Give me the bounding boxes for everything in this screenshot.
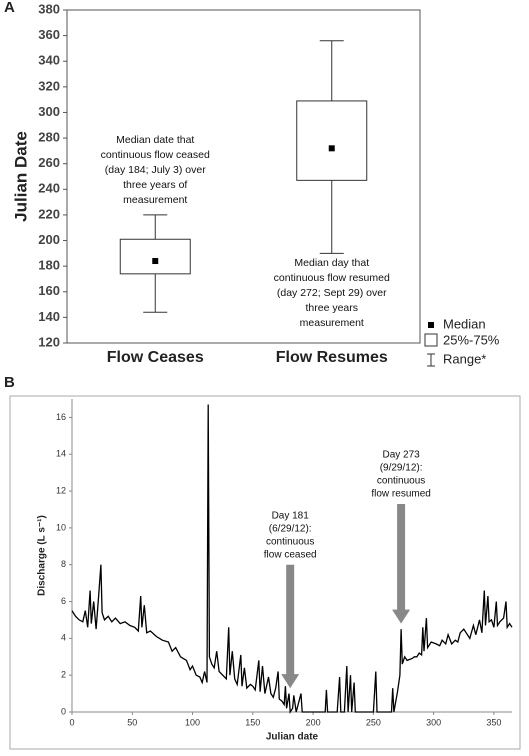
y-tick-label: 200: [38, 232, 60, 247]
annotation: measurement: [123, 194, 187, 206]
annotation: three years of: [123, 179, 187, 191]
x-tick-label: 150: [245, 717, 260, 727]
y-tick-label: 300: [38, 104, 60, 119]
legend-label: Range*: [443, 351, 486, 366]
y-axis-label: Discharge (L s⁻¹): [37, 515, 48, 596]
y-tick-label: 320: [38, 78, 60, 93]
y-tick-label: 240: [38, 181, 60, 196]
x-tick-label: 200: [306, 717, 321, 727]
y-tick-label: 14: [56, 449, 66, 459]
annotation: flow resumed: [371, 489, 430, 500]
annotation: Day 181: [272, 510, 310, 521]
annotation: (9/29/12):: [380, 463, 423, 474]
legend-label: 25%-75%: [443, 332, 500, 347]
legend-label: Median: [443, 316, 486, 331]
annotation: Median date that: [116, 134, 194, 146]
y-tick-label: 140: [38, 309, 60, 324]
annotation: Median day that: [294, 257, 369, 269]
annotation: (6/29/12):: [269, 523, 312, 534]
annotation: Day 273: [382, 450, 420, 461]
annotation: three years: [305, 302, 358, 314]
box: [119, 238, 191, 275]
annotation: continuous flow resumed: [274, 272, 390, 284]
y-axis-label: Julian Date: [11, 131, 30, 222]
x-tick-label: 300: [426, 717, 441, 727]
annotation: (day 272; Sept 29) over: [277, 287, 387, 299]
y-tick-label: 260: [38, 155, 60, 170]
y-tick-label: 380: [38, 1, 60, 16]
panel-label: B: [4, 374, 15, 391]
y-tick-label: 0: [61, 706, 66, 716]
y-tick-label: 8: [61, 559, 66, 569]
y-tick-label: 10: [56, 522, 66, 532]
y-tick-label: 220: [38, 206, 60, 221]
x-tick-label: Flow Ceases: [107, 349, 204, 366]
x-tick-label: 0: [69, 717, 74, 727]
annotation: (day 184; July 3) over: [105, 164, 206, 176]
y-tick-label: 6: [61, 596, 66, 606]
median: [152, 258, 159, 265]
plot-frame: [66, 9, 421, 344]
legend-median-key: [428, 322, 434, 328]
x-tick-label: 100: [185, 717, 200, 727]
legend-range-key: [427, 353, 435, 367]
panel-label: A: [4, 0, 15, 16]
x-tick-label: 50: [127, 717, 137, 727]
panel-b-frame: [9, 395, 521, 750]
y-tick-label: 180: [38, 258, 60, 273]
arrow: [392, 503, 411, 624]
annotation: continuous: [266, 536, 314, 547]
y-tick-label: 120: [38, 334, 60, 349]
y-tick-label: 12: [56, 485, 66, 495]
y-tick-label: 360: [38, 27, 60, 42]
x-tick-label: Flow Resumes: [276, 349, 388, 366]
y-tick-label: 4: [61, 633, 66, 643]
annotation: continuous: [377, 476, 425, 487]
y-tick-label: 160: [38, 283, 60, 298]
y-tick-label: 2: [61, 670, 66, 680]
box: [296, 100, 368, 181]
annotation: flow ceased: [264, 549, 317, 560]
x-tick-label: 250: [366, 717, 381, 727]
x-tick-label: 350: [486, 717, 501, 727]
y-tick-label: 280: [38, 130, 60, 145]
legend-box-key: [424, 333, 438, 347]
y-tick-label: 16: [56, 412, 66, 422]
arrow: [281, 564, 300, 689]
annotation: measurement: [300, 317, 364, 329]
annotation: continuous flow ceased: [101, 149, 210, 161]
discharge-line: [71, 404, 513, 714]
median: [328, 145, 335, 152]
x-axis-label: Julian date: [266, 732, 319, 743]
y-tick-label: 340: [38, 53, 60, 68]
